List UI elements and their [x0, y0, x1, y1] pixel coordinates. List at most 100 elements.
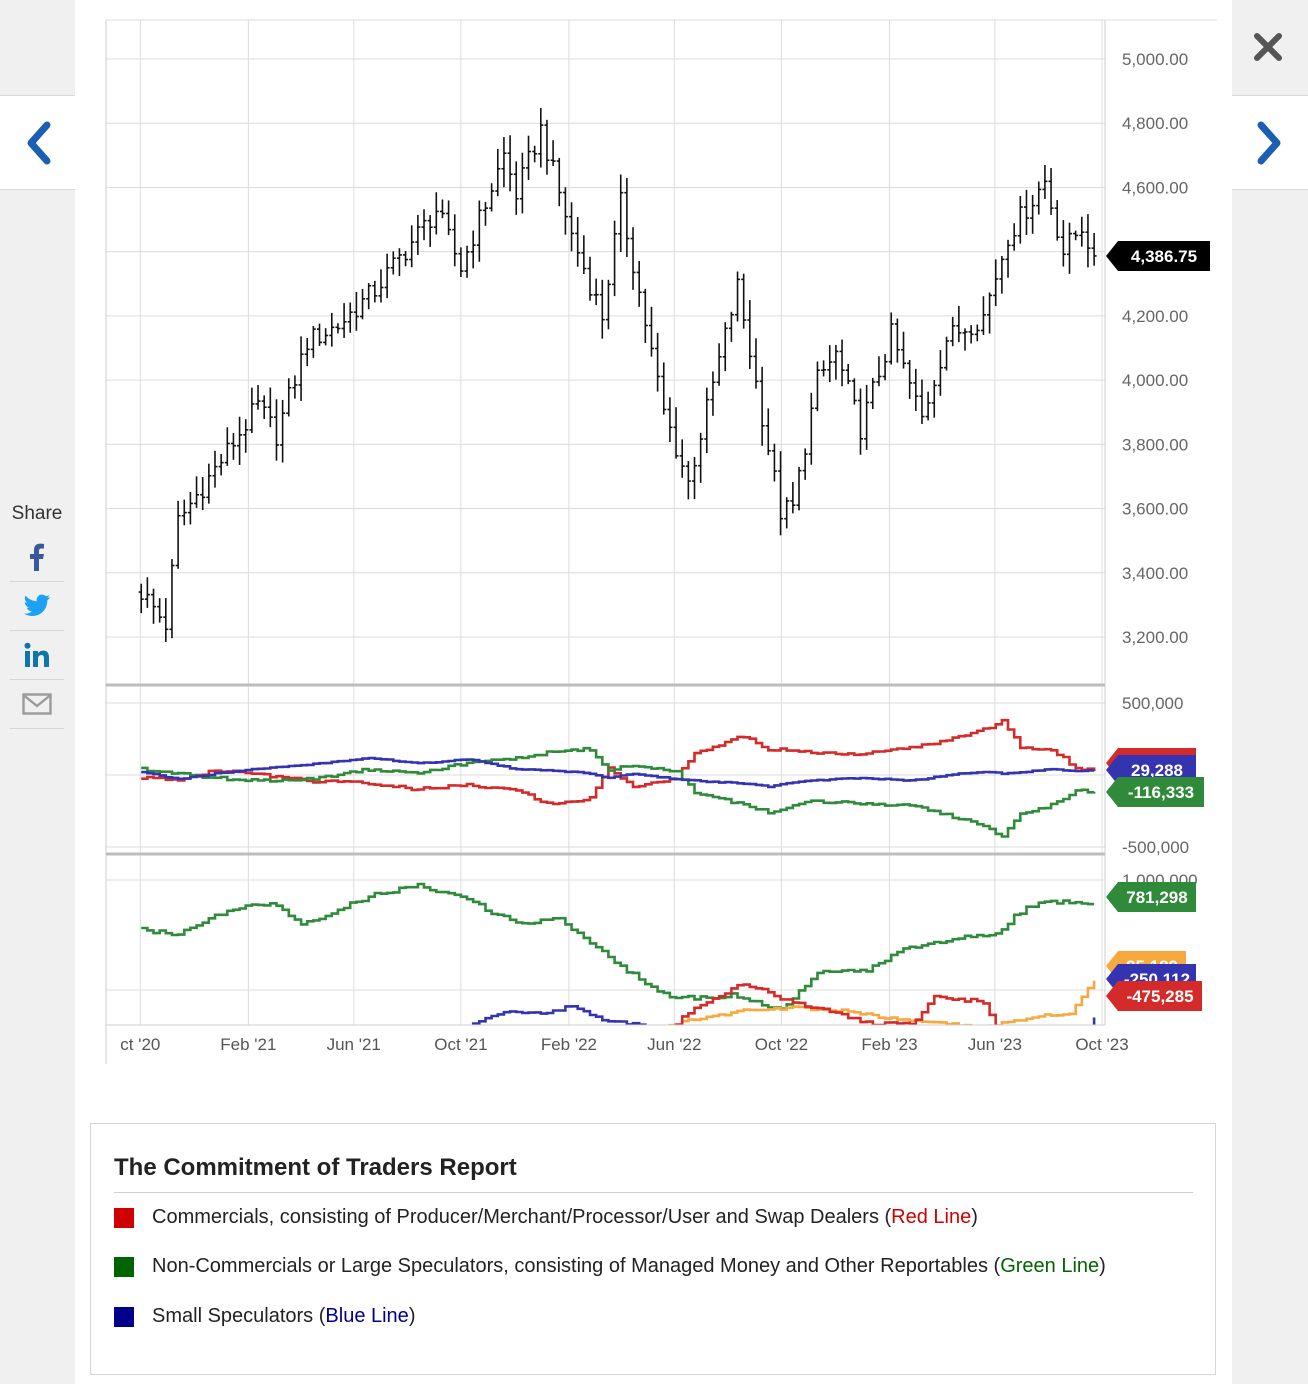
ohlc-bar	[157, 598, 163, 623]
ohlc-bar	[421, 209, 427, 241]
ohlc-bar	[722, 322, 728, 372]
ohlc-bar	[950, 316, 956, 347]
ohlc-bar	[470, 230, 476, 269]
legend-item-small-speculators: Small Speculators (Blue Line)	[114, 1305, 415, 1328]
ohlc-bar	[784, 497, 790, 529]
ohlc-bar	[138, 583, 144, 614]
ohlc-bar	[1079, 216, 1085, 247]
chevron-right-icon	[1257, 121, 1281, 164]
ohlc-bar	[685, 460, 691, 500]
ohlc-bar	[206, 463, 212, 504]
x-tick-label: Oct '22	[755, 1035, 808, 1054]
ohlc-bar	[753, 338, 759, 389]
commercials-oi-tag: -475,285	[1106, 981, 1202, 1011]
ohlc-bar	[310, 326, 316, 358]
ohlc-bar	[679, 439, 685, 478]
x-tick-label: Jun '22	[647, 1035, 701, 1054]
close-icon	[1254, 33, 1282, 61]
open-interest-line	[141, 882, 1095, 1010]
legend-item-non-commercials: Non-Commercials or Large Speculators, co…	[114, 1255, 1106, 1278]
large-spec-oi-tag: 781,298	[1106, 882, 1196, 912]
ohlc-bar	[464, 245, 470, 278]
share-linkedin-button[interactable]	[10, 631, 64, 680]
ohlc-bar	[360, 288, 366, 320]
next-chart-button[interactable]	[1232, 95, 1308, 190]
ohlc-bar	[821, 360, 827, 377]
ohlc-bar	[538, 107, 544, 168]
ohlc-bar	[974, 324, 980, 342]
share-twitter-button[interactable]	[10, 582, 64, 631]
svg-text:781,298: 781,298	[1126, 888, 1187, 907]
ohlc-bar	[956, 306, 962, 343]
share-facebook-button[interactable]	[10, 533, 64, 582]
ohlc-bar	[384, 253, 390, 299]
ohlc-bar	[876, 356, 882, 387]
ohlc-bar	[661, 362, 667, 415]
ohlc-bar	[870, 377, 876, 410]
ohlc-bar	[913, 368, 919, 412]
ohlc-bar	[532, 145, 538, 163]
ohlc-bar	[888, 312, 894, 365]
x-tick-label: Jun '23	[968, 1035, 1022, 1054]
ohlc-bar	[741, 273, 747, 329]
ohlc-bar	[882, 354, 888, 381]
ohlc-bar	[747, 300, 753, 369]
ohlc-bar	[372, 280, 378, 303]
ohlc-bar	[569, 202, 575, 252]
ohlc-bar	[144, 577, 150, 608]
ohlc-bar	[925, 391, 931, 421]
legend-divider	[114, 1192, 1193, 1193]
share-panel: Share	[10, 503, 64, 729]
ohlc-bar	[243, 419, 249, 453]
ohlc-bar	[630, 227, 636, 290]
ohlc-bar	[999, 255, 1005, 294]
left-gutter	[0, 0, 75, 1384]
ohlc-bar	[1054, 200, 1060, 241]
ohlc-bar	[839, 339, 845, 387]
ohlc-bar	[1036, 181, 1042, 215]
ohlc-bar	[704, 387, 710, 453]
ohlc-bar	[482, 201, 488, 226]
legend-swatch-red	[114, 1207, 134, 1228]
ohlc-bar	[317, 323, 323, 346]
share-email-button[interactable]	[10, 680, 64, 729]
ohlc-bar	[212, 450, 218, 488]
ohlc-bar	[968, 325, 974, 344]
ohlc-bar	[987, 292, 993, 334]
ohlc-bar	[1073, 230, 1079, 241]
value-tags: 4,386.7527,04529,288-116,333781,29885,18…	[1106, 241, 1210, 1011]
net-positions-panel	[141, 718, 1096, 838]
linkedin-icon	[24, 642, 49, 667]
ohlc-bar	[962, 328, 968, 351]
close-button[interactable]	[1245, 24, 1291, 70]
ohlc-bar	[1067, 222, 1073, 274]
ohlc-bar	[827, 345, 833, 383]
ohlc-bar	[864, 384, 870, 450]
ohlc-bar	[249, 387, 255, 434]
previous-chart-button[interactable]	[0, 95, 75, 190]
cot-legend-panel: The Commitment of Traders Report Commerc…	[90, 1123, 1216, 1375]
legend-text: Commercials, consisting of Producer/Merc…	[152, 1206, 978, 1228]
y-tick-label: -500,000	[1122, 838, 1189, 857]
y-tick-label: 3,200.00	[1122, 628, 1188, 647]
ohlc-bar	[575, 217, 581, 267]
ohlc-bar	[980, 296, 986, 335]
ohlc-bar	[194, 476, 200, 508]
ohlc-bar	[845, 363, 851, 385]
svg-text:-475,285: -475,285	[1126, 987, 1193, 1006]
chevron-left-icon	[27, 121, 50, 164]
y-tick-label: 3,400.00	[1122, 564, 1188, 583]
ohlc-bar	[1085, 214, 1091, 268]
share-label: Share	[11, 503, 63, 524]
ohlc-bar	[286, 378, 292, 417]
ohlc-bar	[587, 256, 593, 301]
ohlc-bar	[335, 323, 341, 334]
ohlc-bar	[513, 161, 519, 215]
ohlc-bar	[1048, 168, 1054, 215]
ohlc-bar	[261, 395, 267, 420]
ohlc-bar	[593, 278, 599, 306]
legend-title: The Commitment of Traders Report	[114, 1154, 517, 1181]
x-tick-label: Feb '23	[861, 1035, 917, 1054]
ohlc-bar	[544, 119, 550, 175]
ohlc-bar	[1030, 194, 1036, 234]
